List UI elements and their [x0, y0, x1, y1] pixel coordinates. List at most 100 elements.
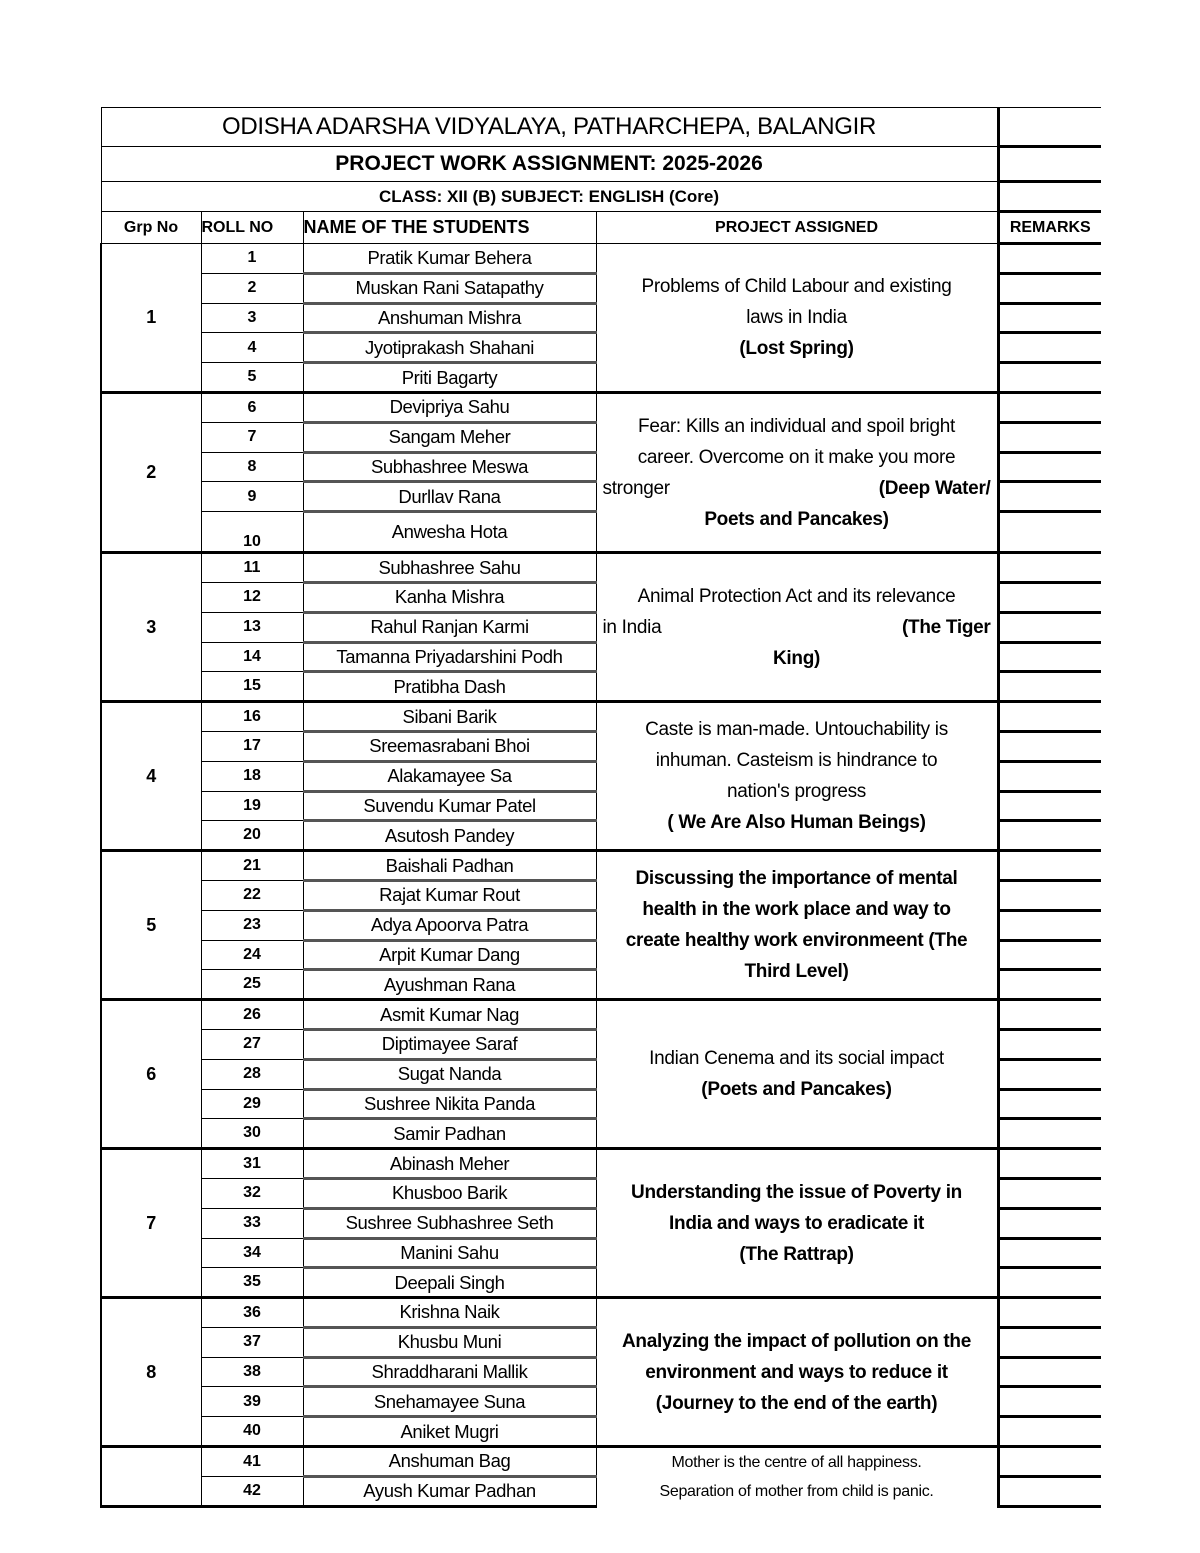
project-chapter: (Poets and Pancakes) — [701, 1079, 892, 1101]
table-row: 5 Priti Bagarty — [101, 362, 1102, 394]
remarks-cell[interactable] — [996, 1297, 1102, 1329]
student-name: Devipriya Sahu — [302, 391, 597, 424]
table-row: 37 Khusbu Muni — [101, 1326, 1102, 1359]
remarks-cell[interactable] — [996, 820, 1102, 853]
remarks-cell[interactable] — [996, 999, 1102, 1031]
school-name: ODISHA ADARSHA VIDYALAYA, PATHARCHEPA, B… — [100, 107, 999, 147]
remarks-cell[interactable] — [996, 272, 1102, 305]
table-row: 34 Manini Sahu — [101, 1237, 1102, 1270]
remarks-cell[interactable] — [996, 1058, 1102, 1091]
project-chapter: Third Level) — [744, 961, 849, 983]
table-row: 18 Alakamayee Sa — [101, 760, 1102, 793]
project-chapter: Understanding the issue of Poverty in — [631, 1181, 962, 1203]
roll-no: 11 — [200, 552, 304, 583]
student-name: Subhashree Sahu — [302, 552, 597, 584]
student-name: Sibani Barik — [302, 701, 597, 733]
project-assigned: Indian Cenema and its social impact (Poet… — [595, 999, 999, 1151]
remarks-cell[interactable] — [996, 1207, 1102, 1240]
remarks-cell[interactable] — [996, 611, 1102, 644]
remarks-cell[interactable] — [996, 969, 1102, 1002]
remarks-cell[interactable] — [996, 641, 1102, 674]
project-text: Problems of Child Labour and existing — [641, 275, 952, 297]
remarks-cell[interactable] — [996, 909, 1102, 942]
project-line: (The Rattrap) — [603, 1239, 991, 1270]
project-line: health in the work place and way to — [603, 894, 991, 925]
group-number: 8 — [100, 1297, 202, 1449]
roll-no: 37 — [200, 1326, 304, 1358]
remarks-cell[interactable] — [996, 581, 1102, 614]
remarks-cell[interactable] — [996, 1416, 1102, 1449]
remarks-cell[interactable] — [996, 730, 1102, 763]
student-name: Asutosh Pandey — [302, 820, 597, 853]
remarks-cell[interactable] — [996, 1148, 1102, 1180]
student-name: Sushree Subhashree Seth — [302, 1207, 597, 1240]
table-row: 39 Snehamayee Suna — [101, 1386, 1102, 1419]
roll-no: 29 — [200, 1088, 304, 1120]
table-row: 3 11 Subhashree Sahu Animal Protection Act … — [100, 552, 1102, 704]
remarks-cell[interactable] — [996, 701, 1102, 733]
remarks-cell[interactable] — [996, 362, 1102, 394]
remarks-cell[interactable] — [996, 790, 1102, 823]
student-name: Rajat Kumar Rout — [302, 879, 597, 912]
remarks-cell[interactable] — [996, 1118, 1102, 1151]
project-line: ( We Are Also Human Beings) — [603, 807, 991, 838]
project-text: Separation of mother from child is panic… — [659, 1483, 934, 1501]
project-chapter: King) — [772, 647, 821, 669]
col-remarks: REMARKS — [996, 211, 1102, 245]
project-text: in India — [602, 616, 662, 638]
roll-no: 7 — [200, 421, 304, 453]
table-row: 38 Shraddharani Mallik — [101, 1356, 1102, 1389]
remarks-cell[interactable] — [996, 1237, 1102, 1270]
remarks-cell[interactable] — [996, 451, 1102, 484]
sheet-title: PROJECT WORK ASSIGNMENT: 2025-2026 — [100, 146, 999, 182]
student-name: Sushree Nikita Panda — [302, 1088, 597, 1121]
table-row: 3 Anshuman Mishra — [101, 302, 1102, 335]
student-name: Sugat Nanda — [302, 1058, 597, 1091]
remarks-cell[interactable] — [996, 552, 1102, 584]
remarks-cell[interactable] — [996, 1475, 1102, 1508]
remarks-cell[interactable] — [996, 391, 1102, 424]
project-line: create healthy work environmeent (The — [603, 925, 991, 956]
table-row: 29 Sushree Nikita Panda — [101, 1088, 1102, 1121]
remarks-cell[interactable] — [996, 1356, 1102, 1389]
remarks-cell[interactable] — [996, 1177, 1102, 1210]
project-text: inhuman. Casteism is hindrance to — [655, 750, 938, 772]
remarks-cell[interactable] — [996, 850, 1102, 882]
remarks-cell[interactable] — [996, 760, 1102, 793]
col-name: NAME OF THE STUDENTS — [302, 211, 597, 244]
remarks-cell[interactable] — [996, 421, 1102, 454]
remarks-cell[interactable] — [996, 243, 1102, 275]
remarks-cell[interactable] — [996, 481, 1102, 514]
group-number: 1 — [100, 243, 202, 394]
roll-no: 3 — [200, 302, 304, 334]
col-project: PROJECT ASSIGNED — [595, 211, 999, 244]
remarks-cell[interactable] — [996, 1028, 1102, 1061]
remarks-cell[interactable] — [996, 1446, 1102, 1478]
roll-no: 16 — [200, 701, 304, 732]
roll-no: 31 — [200, 1148, 304, 1179]
remarks-cell[interactable] — [996, 671, 1102, 704]
remarks-cell[interactable] — [996, 302, 1102, 335]
roll-no: 28 — [200, 1058, 304, 1090]
student-name: Kanha Mishra — [302, 581, 597, 614]
remarks-cell[interactable] — [996, 1386, 1102, 1419]
project-assigned: Animal Protection Act and its relevance i… — [595, 552, 999, 704]
project-text: stronger — [602, 477, 671, 499]
table-row: 42 Ayush Kumar Padhan — [101, 1475, 1102, 1508]
remarks-cell[interactable] — [996, 332, 1102, 365]
remarks-cell[interactable] — [996, 1326, 1102, 1359]
roll-no: 22 — [200, 879, 304, 911]
table-row: 24 Arpit Kumar Dang — [101, 939, 1102, 972]
remarks-cell[interactable] — [996, 511, 1102, 555]
remarks-cell[interactable] — [996, 1088, 1102, 1121]
project-chapter: ( We Are Also Human Beings) — [667, 812, 926, 834]
remarks-cell[interactable] — [996, 1267, 1102, 1300]
remarks-cell[interactable] — [996, 879, 1102, 912]
roll-no: 8 — [200, 451, 304, 483]
roll-no: 19 — [200, 790, 304, 822]
project-chapter: (Lost Spring) — [739, 337, 854, 359]
remarks-cell[interactable] — [996, 939, 1102, 972]
table-row: 9 Durllav Rana — [101, 481, 1102, 514]
project-line: Caste is man-made. Untouchability is — [603, 714, 991, 745]
project-line: Analyzing the impact of pollution on the — [603, 1326, 991, 1357]
